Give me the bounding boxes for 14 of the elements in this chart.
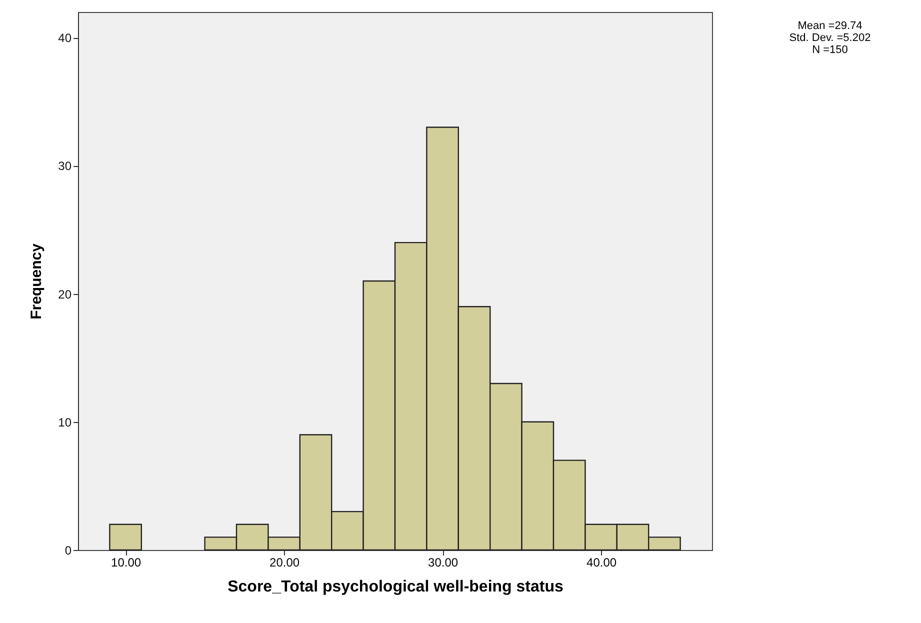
x-tick-label: 40.00 — [586, 556, 617, 570]
x-tick-label: 20.00 — [270, 556, 300, 570]
text: Mean =29.74 — [796, 20, 864, 32]
text: Std. Dev. =5.202 — [788, 32, 872, 44]
y-axis-title: Frequency — [28, 242, 46, 320]
y-tick-label: 40 — [58, 31, 72, 46]
y-tick-label: 20 — [58, 287, 72, 302]
y-tick-label: 30 — [58, 159, 72, 174]
text: N =150 — [811, 44, 849, 56]
y-tick-label: 10 — [58, 415, 72, 430]
x-tick-label: 10.00 — [111, 556, 142, 570]
x-axis-title: Score_Total psychological well-being status — [228, 578, 564, 596]
x-tick-label: 30.00 — [428, 556, 458, 570]
y-tick-label: 0 — [64, 544, 72, 558]
